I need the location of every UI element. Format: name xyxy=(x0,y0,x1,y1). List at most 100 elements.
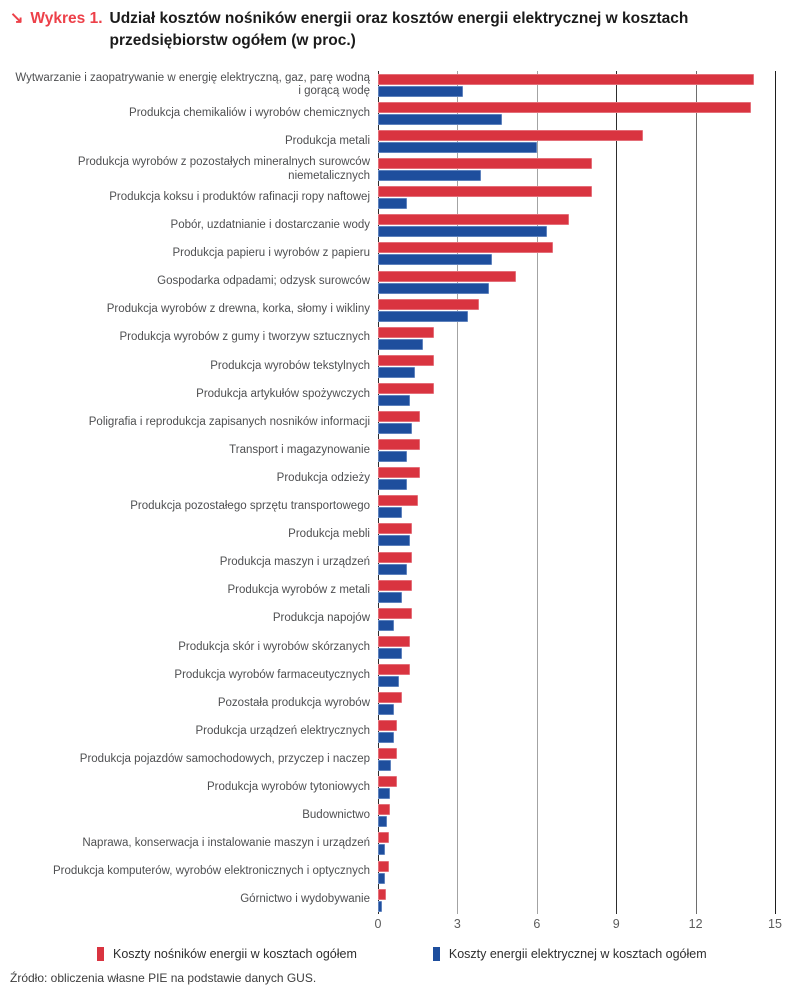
chart-row: Produkcja artykułów spożywczych xyxy=(10,380,798,408)
chart-row: Produkcja pojazdów samochodowych, przycz… xyxy=(10,746,798,774)
electricity-cost-bar xyxy=(378,282,490,294)
electricity-cost-bar xyxy=(378,142,537,154)
bar-group xyxy=(378,214,775,238)
bar-group xyxy=(378,832,775,856)
electricity-cost-bar xyxy=(378,198,408,210)
bar-group xyxy=(378,158,775,182)
category-label: Gospodarka odpadami; odzysk surowców xyxy=(157,275,370,288)
chart-row: Produkcja chemikaliów i wyrobów chemiczn… xyxy=(10,99,798,127)
gridline-6 xyxy=(536,71,538,915)
category-label: Produkcja wyrobów tytoniowych xyxy=(207,780,370,793)
category-label: Produkcja odzieży xyxy=(276,471,370,484)
bar-group xyxy=(378,242,775,266)
chart-row: Produkcja wyrobów tekstylnych xyxy=(10,352,798,380)
electricity-cost-swatch-icon xyxy=(432,947,440,962)
arrow-icon: ↘ xyxy=(10,10,24,27)
energy-cost-bar xyxy=(378,186,593,198)
chart-row: Wytwarzanie i zaopatrywanie w energię el… xyxy=(10,71,798,99)
electricity-cost-bar xyxy=(378,647,402,659)
electricity-cost-bar xyxy=(378,900,382,912)
category-label: Produkcja wyrobów z gumy i tworzyw sztuc… xyxy=(119,331,370,344)
electricity-cost-bar xyxy=(378,85,463,97)
chart-row: Produkcja mebli xyxy=(10,521,798,549)
category-label: Produkcja artykułów spożywczych xyxy=(196,387,370,400)
chart-row: Poligrafia i reprodukcja zapisanych nosn… xyxy=(10,409,798,437)
energy-cost-bar xyxy=(378,748,397,760)
bar-group xyxy=(378,860,775,884)
energy-cost-bar xyxy=(378,439,421,451)
bar-group xyxy=(378,748,775,772)
chart-row: Naprawa, konserwacja i instalowanie masz… xyxy=(10,830,798,858)
bar-group xyxy=(378,776,775,800)
category-label: Pobór, uzdatnianie i dostarczanie wody xyxy=(170,219,370,232)
energy-cost-bar xyxy=(378,888,386,900)
electricity-cost-bar xyxy=(378,563,408,575)
electricity-cost-bar xyxy=(378,619,394,631)
category-label: Produkcja wyrobów z drewna, korka, słomy… xyxy=(106,303,370,316)
category-label: Produkcja maszyn i urządzeń xyxy=(219,556,370,569)
category-label: Produkcja napojów xyxy=(272,612,370,625)
electricity-cost-bar xyxy=(378,732,394,744)
electricity-cost-bar xyxy=(378,226,548,238)
legend-label-electricity: Koszty energii elektrycznej w kosztach o… xyxy=(448,947,707,962)
electricity-cost-bar xyxy=(378,788,390,800)
bar-group xyxy=(378,102,775,126)
energy-cost-bar xyxy=(378,663,410,675)
energy-cost-bar xyxy=(378,270,516,282)
bar-group xyxy=(378,130,775,154)
bar-group xyxy=(378,439,775,463)
x-tick-label: 9 xyxy=(612,917,620,932)
energy-cost-bar xyxy=(378,411,421,423)
chart-row: Produkcja koksu i produktów rafinacji ro… xyxy=(10,184,798,212)
chart-row: Gospodarka odpadami; odzysk surowców xyxy=(10,268,798,296)
electricity-cost-bar xyxy=(378,310,468,322)
chart-row: Pobór, uzdatnianie i dostarczanie wody xyxy=(10,212,798,240)
electricity-cost-bar xyxy=(378,394,410,406)
source-note: Źródło: obliczenia własne PIE na podstaw… xyxy=(10,971,317,985)
bar-group xyxy=(378,382,775,406)
gridline-15 xyxy=(775,71,776,915)
x-tick-label: 6 xyxy=(533,917,541,932)
energy-cost-bar xyxy=(378,523,413,535)
bar-group xyxy=(378,551,775,575)
chart-row: Produkcja pozostałego sprzętu transporto… xyxy=(10,493,798,521)
chart-row: Produkcja komputerów, wyrobów elektronic… xyxy=(10,858,798,886)
category-label: Produkcja metali xyxy=(284,134,370,147)
chart-title: Udział kosztów nośników energii oraz kos… xyxy=(109,10,689,49)
chart-row: Produkcja wyrobów tytoniowych xyxy=(10,774,798,802)
energy-cost-bar xyxy=(378,382,434,394)
chart-row: Produkcja odzieży xyxy=(10,465,798,493)
legend-item-energy: Koszty nośników energii w kosztach ogółe… xyxy=(97,947,357,962)
chart-row: Budownictwo xyxy=(10,802,798,830)
category-label: Produkcja papieru i wyrobów z papieru xyxy=(172,247,370,260)
energy-cost-bar xyxy=(378,607,413,619)
energy-cost-bar xyxy=(378,579,413,591)
energy-cost-bar xyxy=(378,73,754,85)
bar-group xyxy=(378,270,775,294)
energy-cost-bar xyxy=(378,832,389,844)
category-label: Górnictwo i wydobywanie xyxy=(240,893,370,906)
chart-row: Produkcja urządzeń elektrycznych xyxy=(10,718,798,746)
electricity-cost-bar xyxy=(378,675,400,687)
bar-group xyxy=(378,326,775,350)
chart-row: Produkcja papieru i wyrobów z papieru xyxy=(10,240,798,268)
gridline-12 xyxy=(695,71,697,915)
category-label: Produkcja wyrobów z metali xyxy=(227,584,370,597)
x-tick-label: 15 xyxy=(768,917,782,932)
gridlines xyxy=(378,71,776,915)
bar-group xyxy=(378,411,775,435)
category-label: Produkcja koksu i produktów rafinacji ro… xyxy=(109,191,370,204)
category-label: Produkcja mebli xyxy=(288,528,370,541)
category-label: Produkcja urządzeń elektrycznych xyxy=(195,724,371,737)
electricity-cost-bar xyxy=(378,114,503,126)
chart-row: Pozostała produkcja wyrobów xyxy=(10,689,798,717)
bar-group xyxy=(378,467,775,491)
energy-cost-bar xyxy=(378,551,413,563)
electricity-cost-bar xyxy=(378,254,492,266)
chart-row: Produkcja wyrobów z pozostałych mineraln… xyxy=(10,156,798,184)
chart-row: Produkcja maszyn i urządzeń xyxy=(10,549,798,577)
category-label: Produkcja wyrobów farmaceutycznych xyxy=(174,668,370,681)
bar-group xyxy=(378,720,775,744)
energy-cost-bar xyxy=(378,214,569,226)
